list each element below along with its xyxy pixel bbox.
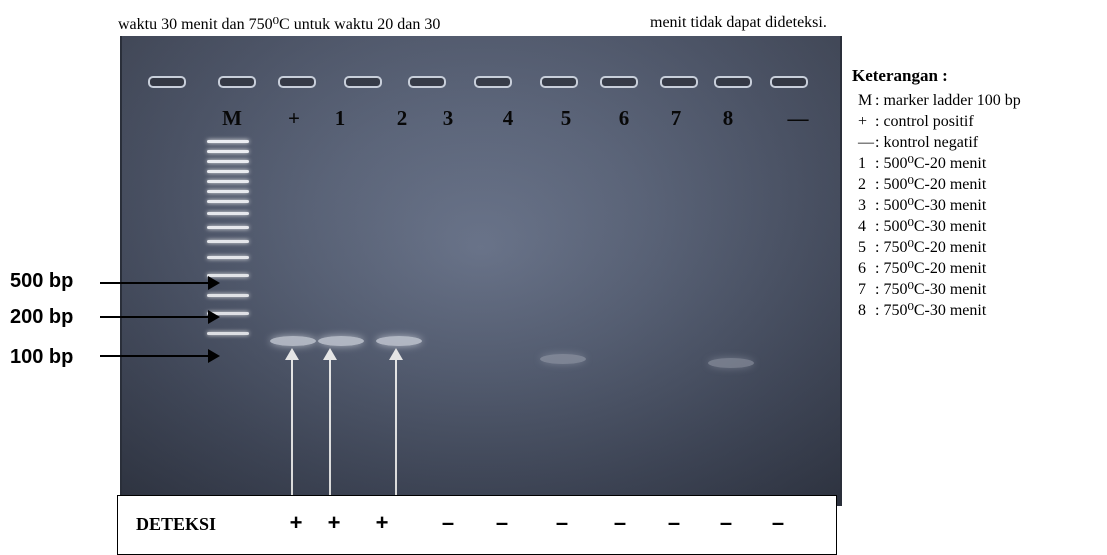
- legend-item: 2: 500⁰C-20 menit: [858, 176, 987, 193]
- well: [148, 76, 186, 88]
- well: [714, 76, 752, 88]
- legend-item: 7: 750⁰C-30 menit: [858, 281, 987, 298]
- pointer-arrow: [100, 276, 220, 290]
- caption-right: menit tidak dapat dideteksi.: [650, 14, 827, 31]
- dna-band: [318, 336, 364, 346]
- well: [408, 76, 446, 88]
- legend-item: 3: 500⁰C-30 menit: [858, 197, 987, 214]
- detection-mark: +: [289, 510, 303, 535]
- well: [660, 76, 698, 88]
- detection-title: DETEKSI: [136, 514, 217, 534]
- legend-item: M: marker ladder 100 bp: [858, 92, 1021, 109]
- lane-label-m: M: [222, 106, 242, 130]
- well: [770, 76, 808, 88]
- dna-band: [540, 354, 586, 364]
- legend-item: 8: 750⁰C-30 menit: [858, 302, 987, 319]
- lane-label-8: 8: [722, 106, 734, 130]
- gel-photo: M + 1 2 3 4 5 6 7 8 —: [120, 36, 842, 506]
- detection-table: DETEKSI + + + – – – – – – –: [117, 495, 837, 555]
- legend-title: Keterangan :: [852, 66, 948, 85]
- legend-item: 1: 500⁰C-20 menit: [858, 155, 987, 172]
- legend-item: +: control positif: [858, 113, 974, 130]
- legend-item: 4: 500⁰C-30 menit: [858, 218, 987, 235]
- dna-band: [270, 336, 316, 346]
- detection-mark: –: [771, 510, 785, 535]
- lane-label-3: 3: [442, 106, 454, 130]
- well: [218, 76, 256, 88]
- lane-label-1: 1: [334, 106, 346, 130]
- well: [540, 76, 578, 88]
- lane-label-4: 4: [502, 106, 514, 130]
- lane-label-positive: +: [288, 106, 300, 130]
- detection-mark: –: [667, 510, 681, 535]
- size-label-200bp: 200 bp: [10, 306, 74, 328]
- dna-band: [376, 336, 422, 346]
- up-arrow: [389, 348, 403, 506]
- detection-mark: –: [613, 510, 627, 535]
- up-arrow: [323, 348, 337, 506]
- well: [344, 76, 382, 88]
- detection-mark: +: [327, 510, 341, 535]
- well: [474, 76, 512, 88]
- lane-label-7: 7: [670, 106, 682, 130]
- detection-mark: –: [441, 510, 455, 535]
- pointer-arrow: [100, 310, 220, 324]
- detection-mark: –: [719, 510, 733, 535]
- legend-item: —: kontrol negatif: [858, 134, 979, 151]
- detection-mark: +: [375, 510, 389, 535]
- well: [278, 76, 316, 88]
- lane-label-6: 6: [618, 106, 630, 130]
- legend: Keterangan : M: marker ladder 100 bp +: …: [852, 66, 1021, 321]
- detection-mark: –: [495, 510, 509, 535]
- caption-left: waktu 30 menit dan 750⁰C untuk waktu 20 …: [118, 16, 441, 33]
- up-arrow: [285, 348, 299, 506]
- dna-band: [708, 358, 754, 368]
- legend-item: 5: 750⁰C-20 menit: [858, 239, 987, 256]
- legend-item: 6: 750⁰C-20 menit: [858, 260, 987, 277]
- lane-label-2: 2: [396, 106, 408, 130]
- lane-label-5: 5: [560, 106, 572, 130]
- size-label-500bp: 500 bp: [10, 270, 74, 292]
- well: [600, 76, 638, 88]
- lane-label-negative: —: [787, 106, 809, 130]
- pointer-arrow: [100, 349, 220, 363]
- size-label-100bp: 100 bp: [10, 346, 74, 368]
- detection-mark: –: [555, 510, 569, 535]
